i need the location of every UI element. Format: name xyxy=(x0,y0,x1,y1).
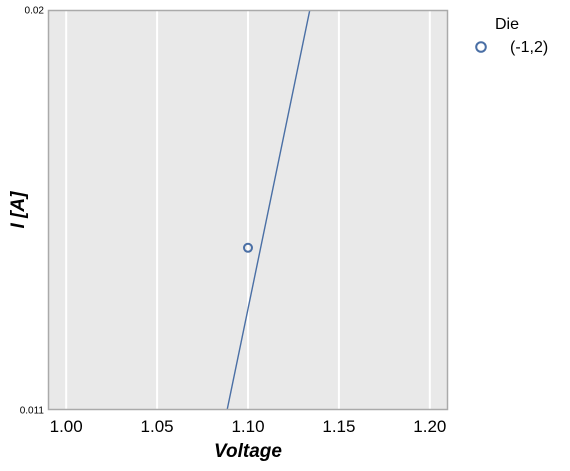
data-point xyxy=(243,242,253,253)
legend: Die (-1,2) xyxy=(475,16,548,56)
x-tick-label: 1.10 xyxy=(231,417,264,436)
x-tick-label: 1.00 xyxy=(50,417,83,436)
series-line xyxy=(226,10,311,410)
x-tick-label: 1.20 xyxy=(413,417,446,436)
x-tick-label: 1.15 xyxy=(322,417,355,436)
x-axis-label: Voltage xyxy=(214,441,282,462)
x-axis-ticks: 1.00 1.05 1.10 1.15 1.20 xyxy=(50,417,447,436)
x-tick-label: 1.05 xyxy=(141,417,174,436)
y-tick-label: 0.02 xyxy=(25,6,45,17)
y-axis-ticks: 0.011 0.02 xyxy=(20,6,45,417)
legend-entry-label: (-1,2) xyxy=(510,39,548,56)
legend-marker xyxy=(475,41,487,53)
y-axis-label: I [A] xyxy=(8,191,29,229)
plot-frame xyxy=(47,9,449,411)
y-tick-label: 0.011 xyxy=(20,406,45,417)
series-layer xyxy=(226,10,311,410)
legend-title: Die xyxy=(495,16,519,33)
legend-entries: (-1,2) xyxy=(475,39,548,56)
grid-lines xyxy=(65,10,431,410)
